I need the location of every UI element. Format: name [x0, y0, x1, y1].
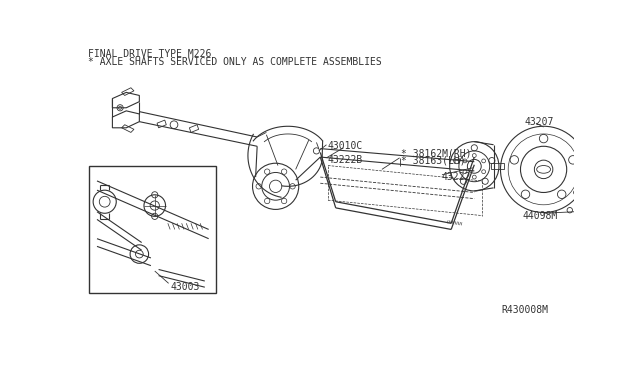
Text: * 38163(LH): * 38163(LH) — [401, 156, 466, 166]
Text: FINAL DRIVE TYPE M226: FINAL DRIVE TYPE M226 — [88, 49, 211, 59]
Text: 43010C: 43010C — [328, 141, 364, 151]
Text: 43003: 43003 — [170, 282, 200, 292]
Text: * 38162M(RH): * 38162M(RH) — [401, 149, 472, 159]
Text: 43207: 43207 — [524, 117, 554, 126]
Text: 44098M: 44098M — [522, 211, 557, 221]
Text: R430008M: R430008M — [501, 305, 548, 314]
Text: 43222: 43222 — [442, 172, 471, 182]
Text: * AXLE SHAFTS SERVICED ONLY AS COMPLETE ASSEMBLIES: * AXLE SHAFTS SERVICED ONLY AS COMPLETE … — [88, 57, 381, 67]
Text: 43222B: 43222B — [328, 155, 364, 165]
